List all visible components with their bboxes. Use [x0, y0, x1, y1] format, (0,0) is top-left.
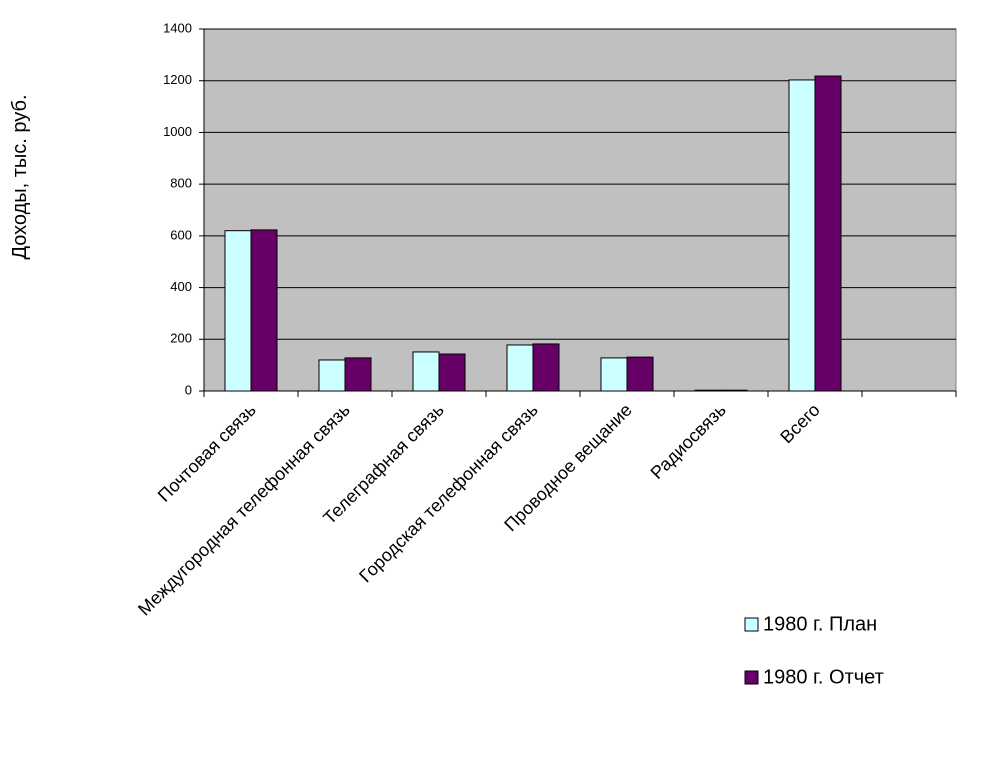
y-tick-label: 400	[170, 279, 192, 294]
bar	[344, 357, 372, 392]
y-axis-label: Доходы, тыс. руб.	[9, 94, 31, 259]
x-tick-label: Городская телефонная связь	[355, 400, 542, 587]
y-tick-label: 0	[185, 382, 192, 397]
legend-swatch	[744, 617, 759, 632]
x-tick-label: Всего	[776, 400, 824, 448]
bar	[626, 356, 654, 392]
bar	[438, 353, 466, 392]
bar	[224, 230, 252, 392]
y-tick-label: 1200	[163, 72, 192, 87]
x-tick-label: Почтовая связь	[154, 400, 260, 506]
bar	[250, 229, 278, 392]
legend-swatch	[744, 670, 759, 685]
bar	[788, 79, 816, 392]
y-tick-label: 800	[170, 176, 192, 191]
y-tick-label: 600	[170, 227, 192, 242]
legend-label: 1980 г. План	[763, 613, 877, 635]
bar	[814, 75, 842, 392]
bar	[532, 343, 560, 392]
plot-area	[203, 28, 957, 392]
y-tick-label: 200	[170, 331, 192, 346]
y-tick-label: 1000	[163, 124, 192, 139]
bar	[318, 359, 346, 392]
bar	[694, 389, 722, 392]
x-tick-label: Радиосвязь	[647, 400, 730, 483]
bar	[412, 351, 440, 392]
legend-label: 1980 г. Отчет	[763, 666, 884, 688]
bar	[600, 357, 628, 392]
bar	[720, 389, 748, 392]
bar	[506, 344, 534, 392]
x-tick-label: Междугородная телефонная связь	[134, 400, 354, 620]
y-tick-label: 1400	[163, 20, 192, 35]
